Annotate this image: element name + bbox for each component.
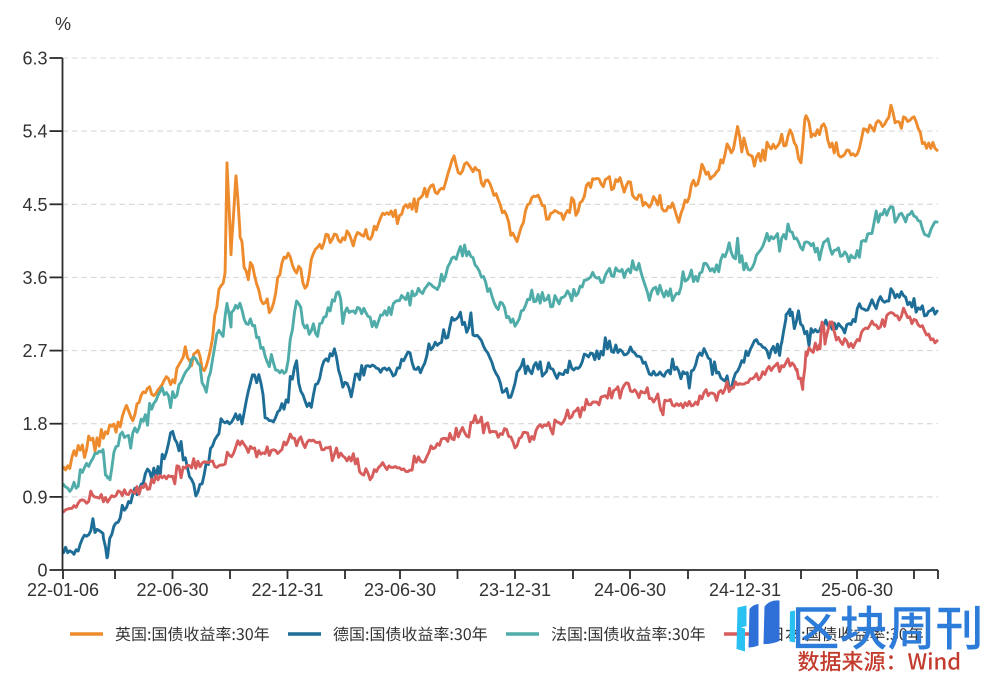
svg-text:23-12-31: 23-12-31 <box>479 580 551 600</box>
svg-text:2.7: 2.7 <box>22 341 47 361</box>
svg-text:23-06-30: 23-06-30 <box>364 580 436 600</box>
svg-text:3.6: 3.6 <box>22 268 47 288</box>
svg-text:0.9: 0.9 <box>22 487 47 507</box>
svg-text:%: % <box>55 14 71 34</box>
svg-text:1.8: 1.8 <box>22 414 47 434</box>
svg-text:22-12-31: 22-12-31 <box>251 580 323 600</box>
svg-text:24-06-30: 24-06-30 <box>594 580 666 600</box>
svg-text:25-06-30: 25-06-30 <box>821 580 893 600</box>
svg-text:0: 0 <box>37 561 47 581</box>
svg-text:5.4: 5.4 <box>22 122 47 142</box>
svg-text:4.5: 4.5 <box>22 195 47 215</box>
svg-text:22-06-30: 22-06-30 <box>136 580 208 600</box>
svg-text:24-12-31: 24-12-31 <box>709 580 781 600</box>
svg-text:6.3: 6.3 <box>22 49 47 69</box>
svg-text:22-01-06: 22-01-06 <box>27 580 99 600</box>
